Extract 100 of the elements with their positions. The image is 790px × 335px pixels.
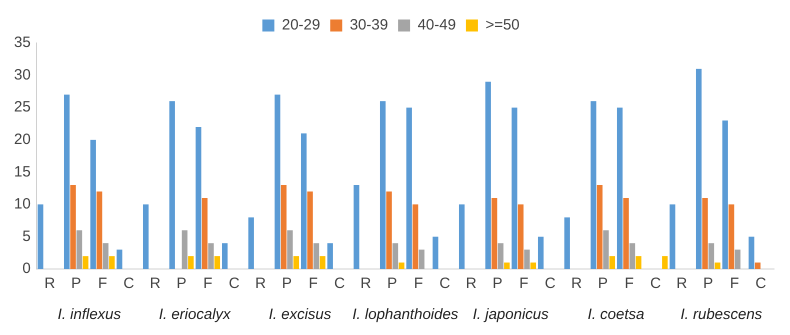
text: I. japonicus	[472, 306, 550, 324]
bar	[38, 204, 44, 269]
bar	[498, 243, 504, 269]
x-tick-label: F	[414, 275, 424, 292]
y-tick-label: 25	[14, 98, 31, 116]
bar	[96, 192, 102, 269]
bar	[76, 230, 82, 269]
bar	[504, 262, 510, 269]
x-tick-label: C	[228, 275, 240, 292]
x-tick-label: P	[71, 275, 82, 292]
bar	[538, 236, 544, 269]
bar	[202, 198, 208, 269]
bar	[300, 133, 307, 269]
bar	[274, 94, 280, 269]
bar	[320, 256, 326, 269]
bar	[188, 256, 194, 269]
x-tick-label: C	[439, 275, 450, 292]
y-tick-label: 30	[14, 66, 31, 84]
bar	[169, 101, 175, 269]
x-tick-label: R	[360, 275, 372, 292]
y-tick-label: 0	[22, 260, 31, 278]
legend-label: >=50	[485, 16, 520, 34]
bar	[530, 262, 536, 269]
legend-label: 20-29	[282, 16, 320, 34]
bar	[293, 256, 300, 269]
y-tick-label: 20	[14, 131, 31, 148]
x-tick-label: P	[492, 275, 503, 292]
bar	[518, 204, 524, 269]
x-tick-label: R	[255, 275, 266, 292]
bar	[662, 256, 668, 269]
bar	[248, 217, 254, 269]
bar	[82, 256, 88, 269]
bar	[623, 198, 629, 269]
x-tick-label: R	[466, 275, 477, 292]
bar	[524, 250, 530, 269]
bar	[564, 217, 570, 269]
bar	[280, 185, 287, 269]
y-tick-label: 10	[14, 196, 31, 213]
x-tick-label: C	[123, 275, 134, 292]
bar	[418, 250, 424, 269]
text: I. lophanthoides	[352, 306, 459, 324]
x-tick-label: C	[544, 275, 556, 292]
x-tick-label: F	[203, 275, 212, 292]
bar	[636, 256, 642, 269]
bar	[616, 108, 623, 269]
text: I. inflexus	[58, 306, 122, 324]
bar	[398, 262, 404, 269]
bar	[708, 243, 714, 269]
bar	[222, 243, 228, 269]
bar	[696, 68, 702, 269]
x-tick-label: R	[676, 275, 688, 292]
bar	[734, 250, 740, 269]
bar	[722, 120, 728, 269]
x-tick-label: R	[150, 275, 161, 292]
legend-label: 30-39	[350, 16, 388, 34]
bar	[386, 192, 392, 269]
text: I. excisus	[268, 306, 332, 324]
x-tick-label: P	[703, 275, 714, 292]
bar	[596, 185, 603, 269]
bar	[406, 108, 412, 269]
x-tick-label: F	[308, 275, 318, 292]
bar	[714, 262, 720, 269]
bar	[590, 101, 596, 269]
text: I. coetsa	[588, 306, 644, 324]
x-tick-label: P	[387, 275, 398, 292]
text: I. eriocalyx	[158, 306, 232, 324]
x-tick-label: F	[624, 275, 634, 292]
x-tick-label: R	[571, 275, 582, 292]
x-tick-label: F	[519, 275, 528, 292]
bar	[70, 185, 76, 269]
bar	[327, 243, 333, 269]
bar	[748, 236, 754, 269]
bar	[380, 101, 386, 269]
x-tick-label: F	[98, 275, 108, 292]
x-tick-label: C	[650, 275, 662, 292]
bar	[196, 126, 202, 269]
bar	[392, 243, 398, 269]
bar	[728, 204, 734, 269]
bar	[512, 108, 518, 269]
bar	[609, 256, 616, 269]
bar	[702, 198, 708, 269]
x-tick-label: R	[44, 275, 56, 292]
bar	[458, 204, 465, 269]
bar	[313, 243, 320, 269]
bar	[109, 256, 115, 269]
bar	[432, 236, 438, 269]
y-tick-label: 15	[14, 163, 31, 180]
bar	[90, 140, 96, 269]
bar	[142, 204, 149, 269]
x-tick-label: C	[755, 275, 766, 292]
x-tick-label: P	[598, 275, 608, 292]
bar	[182, 230, 188, 269]
x-tick-label: C	[334, 275, 346, 292]
bar	[670, 204, 676, 269]
text: I. rubescens	[680, 306, 763, 324]
bar	[64, 94, 70, 269]
y-tick-label: 35	[14, 34, 31, 52]
x-tick-label: P	[282, 275, 292, 292]
x-tick-label: P	[176, 275, 187, 292]
bar	[208, 243, 214, 269]
